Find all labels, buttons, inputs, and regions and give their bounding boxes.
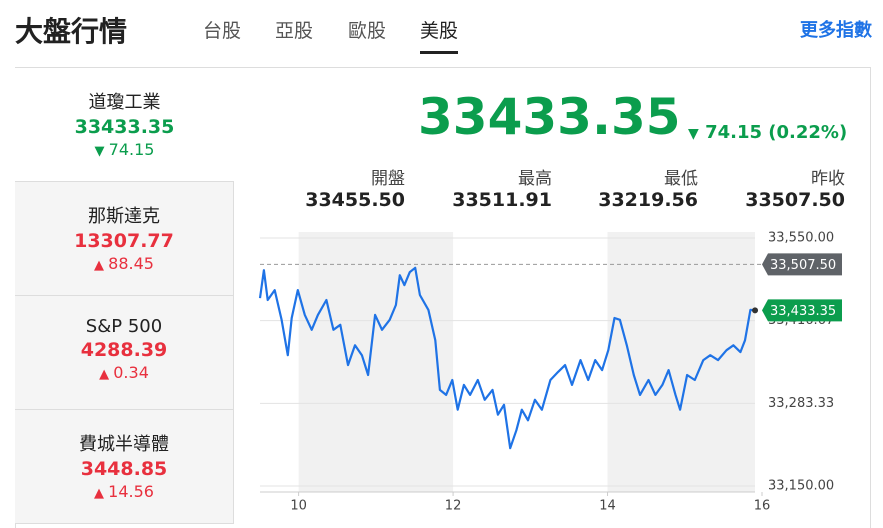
stat-value: 33511.91 [452,189,552,211]
index-change-text: 14.56 [108,482,154,501]
shade-band [298,232,454,492]
tab[interactable]: 台股 [203,20,242,42]
stat-value: 33507.50 [745,189,845,211]
index-name: 費城半導體 [79,434,169,455]
stat-label: 開盤 [371,169,405,189]
x-tick-label: 14 [599,499,616,514]
index-item[interactable]: 那斯達克 13307.77 ▲ 88.45 [15,182,234,296]
tab[interactable]: 歐股 [348,20,387,42]
reference-tag [762,253,842,276]
y-tick-label: 33,150.00 [768,479,834,494]
stat-value: 33219.56 [598,189,698,211]
index-change: ▲ 88.45 [15,254,233,273]
index-name: 道瓊工業 [88,92,161,113]
x-tick-label: 12 [445,499,462,514]
arrow: ▼ [94,144,109,159]
index-item[interactable]: S&P 500 4288.39 ▲ 0.34 [15,296,234,410]
reference-tag [762,299,842,322]
index-item[interactable]: 費城半導體 3448.85 ▲ 14.56 [15,410,234,524]
last-point [752,307,759,314]
reference-label: 33,507.50 [770,258,836,273]
index-value: 13307.77 [74,230,174,252]
arrow: ▲ [94,258,109,273]
stat-label: 最低 [664,169,698,189]
reference-label: 33,433.35 [770,304,836,319]
index-change-text: 0.34 [113,363,149,382]
index-name: S&P 500 [85,316,163,337]
index-value: 3448.85 [80,458,168,480]
quote-change: ▼ 74.15 (0.22%) [688,122,847,143]
index-value: 4288.39 [80,339,168,361]
quote-value: 33433.35 [418,88,681,146]
arrow: ▲ [94,486,109,501]
index-item[interactable]: 道瓊工業 33433.35 ▼ 74.15 [15,68,234,182]
tab[interactable]: 亞股 [275,20,314,42]
index-change: ▼ 74.15 [15,140,234,159]
index-change: ▲ 0.34 [15,363,233,382]
tab[interactable]: 美股 [420,16,459,54]
quote-change-text: 74.15 (0.22%) [705,122,848,143]
page-title: 大盤行情 [15,15,128,48]
shade-band [607,232,755,492]
index-value: 33433.35 [74,116,175,138]
y-tick-label: 33,283.33 [768,396,834,411]
arrow: ▲ [99,367,114,382]
price-line [258,266,756,450]
stat-label: 最高 [518,169,552,189]
index-change-text: 74.15 [108,140,155,159]
more-link[interactable]: 更多指數 [800,20,872,41]
arrow: ▼ [688,126,699,142]
index-change-text: 88.45 [108,254,154,273]
y-tick-label: 33,550.00 [768,231,834,246]
index-change: ▲ 14.56 [15,482,233,501]
x-tick-label: 16 [754,499,771,514]
index-name: 那斯達克 [88,206,160,227]
stat-label: 昨收 [811,169,845,189]
stat-value: 33455.50 [305,189,405,211]
x-tick-label: 10 [290,499,307,514]
